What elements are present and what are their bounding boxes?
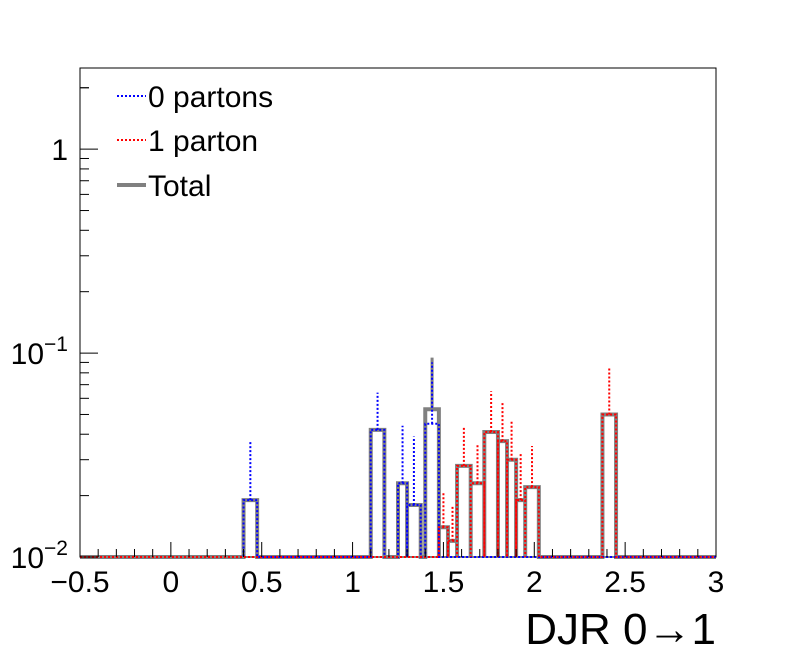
legend-label: 1 parton — [148, 125, 258, 158]
series-line-0-partons — [80, 422, 716, 558]
y-tick-exponent: −2 — [44, 537, 68, 560]
tick-labels: −0.5 0 0.5 1 1.5 2 2.5 310−210−11 — [11, 134, 725, 599]
y-tick-base: 10 — [11, 542, 44, 575]
y-tick-exponent: −1 — [44, 333, 68, 356]
series-line-1-parton — [80, 413, 716, 558]
x-tick-label: 1.5 — [423, 566, 465, 599]
y-tick-label: 10−1 — [11, 333, 68, 371]
legend-label: Total — [148, 170, 211, 203]
histogram-layer — [80, 357, 716, 559]
y-tick-base: 10 — [11, 338, 44, 371]
x-tick-label: 0 — [163, 566, 180, 599]
y-tick-label: 1 — [51, 134, 68, 167]
x-tick-label: 2.5 — [604, 566, 646, 599]
axis-ticks — [79, 87, 717, 558]
x-tick-label: 2 — [526, 566, 543, 599]
legend-label: 0 partons — [148, 81, 273, 114]
y-tick-label: 10−2 — [11, 537, 68, 575]
legend: 0 partons 1 parton Total — [117, 81, 273, 203]
y-tick-base: 1 — [51, 134, 68, 167]
x-tick-label: 1 — [344, 566, 361, 599]
plot-frame — [79, 67, 717, 558]
x-tick-label: −0.5 — [50, 566, 109, 599]
x-axis-title: DJR 0→1 — [525, 605, 716, 654]
x-tick-label: 0.5 — [241, 566, 283, 599]
x-tick-label: 3 — [708, 566, 725, 599]
